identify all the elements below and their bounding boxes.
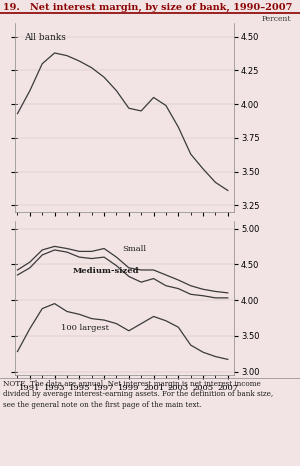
Text: 19.   Net interest margin, by size of bank, 1990–2007: 19. Net interest margin, by size of bank… (3, 3, 292, 12)
Text: Medium-sized: Medium-sized (73, 267, 140, 275)
Text: NOTE  The data are annual. Net interest margin is net interest income
divided by: NOTE The data are annual. Net interest m… (3, 380, 273, 409)
Text: All banks: All banks (24, 33, 66, 42)
Text: 100 largest: 100 largest (61, 324, 109, 332)
Text: Small: Small (123, 246, 147, 254)
Text: Percent: Percent (262, 15, 291, 23)
